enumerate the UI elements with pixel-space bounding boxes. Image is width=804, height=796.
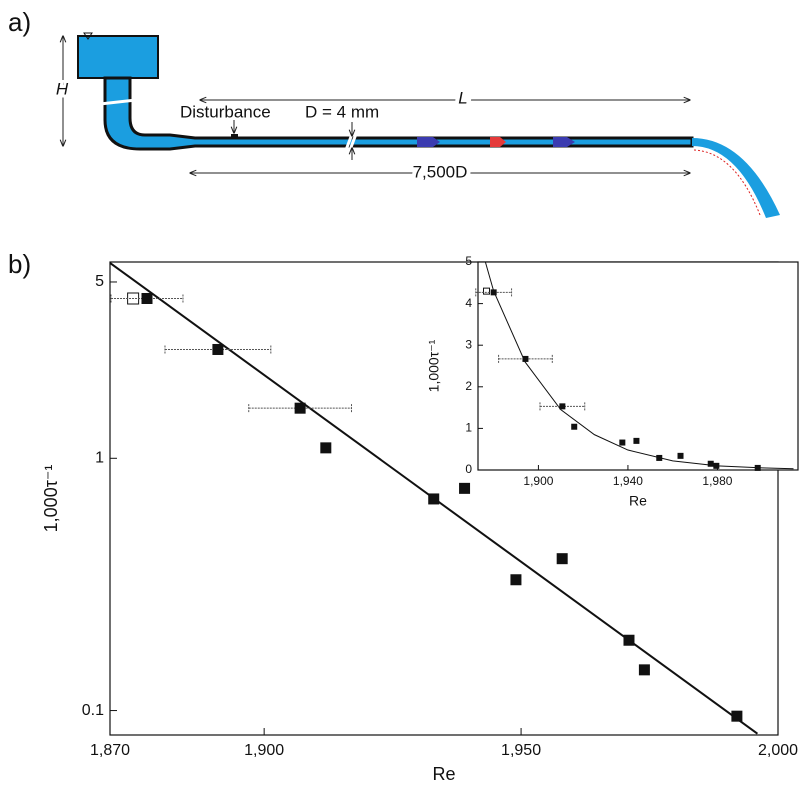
length-label: L bbox=[458, 88, 467, 107]
data-point bbox=[320, 442, 332, 454]
y-axis-label: 1,000τ⁻¹ bbox=[41, 465, 61, 533]
outflow-trace bbox=[693, 149, 761, 216]
length-d-label-bg: 7,500D bbox=[413, 162, 468, 181]
data-point bbox=[510, 574, 522, 586]
length-label-bg: L bbox=[458, 88, 467, 107]
data-point bbox=[623, 634, 635, 646]
pipe-diagram: a) H H Disturbance D = 4 mm L L 7,500D 7… bbox=[8, 7, 780, 279]
data-point bbox=[559, 403, 566, 410]
x-tick-label: 1,900 bbox=[244, 742, 284, 759]
fit-line bbox=[484, 261, 794, 470]
stripe bbox=[99, 98, 137, 106]
x-tick-label: 1,940 bbox=[613, 474, 643, 488]
data-point bbox=[141, 292, 153, 304]
x-tick-label: 1,870 bbox=[90, 742, 130, 759]
water-level bbox=[83, 32, 93, 40]
puff bbox=[553, 137, 575, 147]
data-point bbox=[638, 664, 650, 676]
panel-label: a) bbox=[8, 7, 31, 37]
y-tick-label: 5 bbox=[465, 254, 472, 268]
x-tick-label: 1,900 bbox=[523, 474, 553, 488]
data-point bbox=[713, 462, 720, 469]
data-point bbox=[571, 423, 578, 430]
outflow bbox=[692, 138, 780, 218]
data-point bbox=[677, 452, 684, 459]
y-tick-label: 4 bbox=[465, 296, 472, 310]
tank bbox=[77, 35, 159, 79]
data-point bbox=[731, 710, 743, 722]
disturbance-label: Disturbance bbox=[180, 102, 271, 121]
data-point bbox=[522, 355, 529, 362]
height-label-bg: H bbox=[56, 79, 69, 98]
y-tick-label: 5 bbox=[95, 273, 104, 290]
puff bbox=[490, 137, 506, 147]
length-d-label: 7,500D bbox=[413, 162, 468, 181]
y-axis-label: 1,000τ⁻¹ bbox=[426, 339, 442, 392]
data-point bbox=[619, 439, 626, 446]
error-bar bbox=[498, 354, 553, 363]
open-point bbox=[483, 287, 491, 295]
y-tick-label: 1 bbox=[465, 421, 472, 435]
y-tick-label: 0 bbox=[465, 462, 472, 476]
x-tick-label: 1,950 bbox=[501, 742, 541, 759]
data-point bbox=[459, 482, 471, 494]
data-point bbox=[428, 493, 440, 505]
disturbance-mark bbox=[231, 134, 238, 138]
error-bar bbox=[475, 288, 513, 297]
x-tick-label: 1,980 bbox=[702, 474, 732, 488]
y-tick-label: 0.1 bbox=[82, 702, 104, 719]
data-point bbox=[633, 437, 640, 444]
error-bar bbox=[110, 294, 184, 303]
height-label: H bbox=[56, 79, 69, 98]
puff bbox=[417, 137, 440, 147]
x-axis-label: Re bbox=[432, 764, 455, 784]
data-point bbox=[212, 343, 224, 355]
y-tick-label: 1 bbox=[95, 450, 104, 467]
data-point bbox=[294, 402, 306, 414]
data-point bbox=[556, 553, 568, 565]
x-axis-label: Re bbox=[629, 493, 647, 509]
y-tick-label: 3 bbox=[465, 337, 472, 351]
diameter-label: D = 4 mm bbox=[305, 102, 379, 121]
data-point bbox=[490, 289, 497, 296]
panel-label: b) bbox=[8, 249, 31, 279]
data-point bbox=[707, 460, 714, 467]
plot-frame bbox=[477, 261, 799, 471]
data-point bbox=[656, 454, 663, 461]
x-tick-label: 2,000 bbox=[758, 742, 798, 759]
y-tick-label: 2 bbox=[465, 379, 472, 393]
data-point bbox=[754, 464, 761, 471]
